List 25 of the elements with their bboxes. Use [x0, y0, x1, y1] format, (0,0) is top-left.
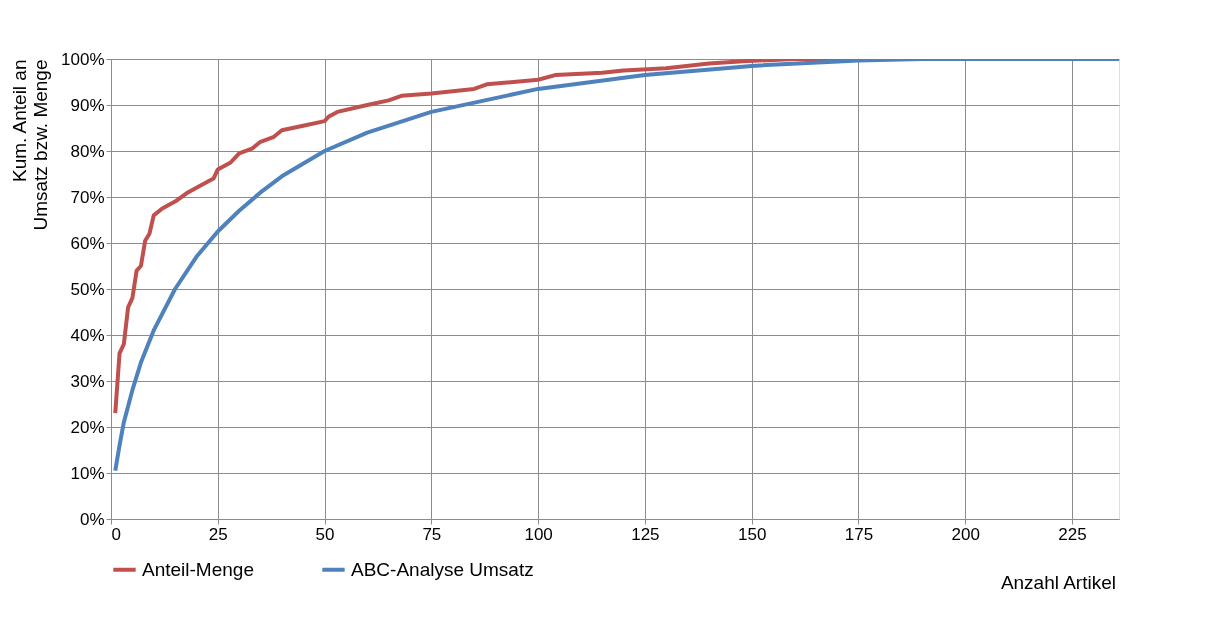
- y-tick-label: 60%: [70, 233, 105, 253]
- y-tick-label: 10%: [70, 463, 105, 483]
- x-tick-label: 75: [422, 524, 442, 544]
- legend-label: Anteil-Menge: [142, 558, 254, 580]
- x-tick-label: 25: [208, 524, 228, 544]
- y-tick-label: 100%: [61, 49, 105, 69]
- x-tick-label: 150: [737, 524, 767, 544]
- legend-label: ABC-Analyse Umsatz: [351, 558, 534, 580]
- x-tick-label: 125: [631, 524, 660, 544]
- y-tick-label: 50%: [70, 279, 105, 299]
- y-tick-label: 0%: [79, 509, 105, 529]
- y-tick-label: 40%: [70, 325, 105, 345]
- x-tick-label: 50: [315, 524, 335, 544]
- x-tick-label: 0: [111, 524, 121, 544]
- y-axis-title: Kum. Anteil an Umsatz bzw. Menge: [9, 59, 52, 231]
- y-tick-label: 80%: [70, 141, 105, 161]
- y-tick-label: 90%: [70, 95, 105, 115]
- y-tick-label: 30%: [70, 371, 105, 391]
- y-tick-label: 20%: [70, 417, 105, 437]
- x-tick-label: 175: [844, 524, 874, 544]
- x-tick-label: 200: [951, 524, 980, 544]
- x-axis-title: Anzahl Artikel: [1000, 572, 1116, 593]
- x-tick-label: 100: [524, 524, 553, 544]
- x-tick-label: 225: [1058, 524, 1087, 544]
- y-tick-label: 70%: [70, 187, 105, 207]
